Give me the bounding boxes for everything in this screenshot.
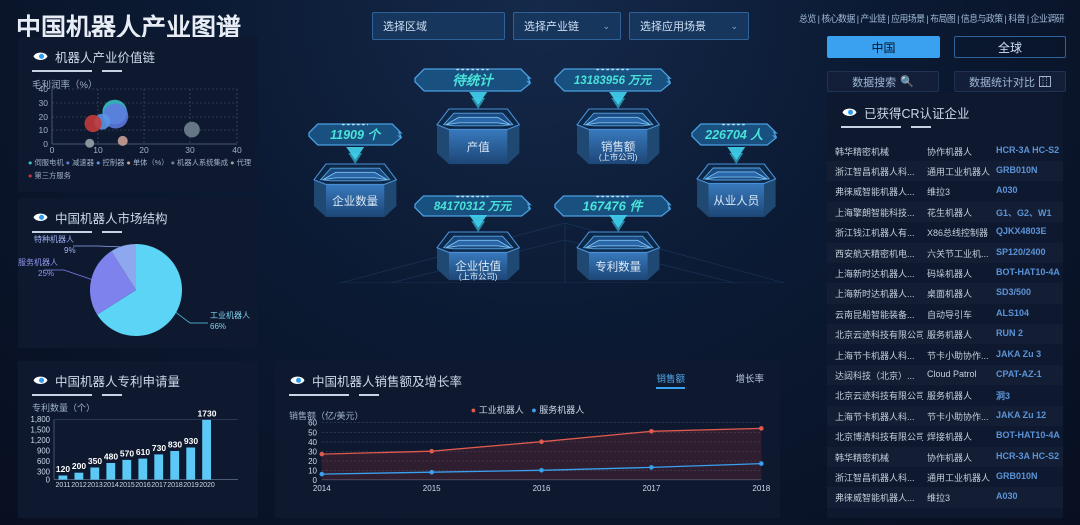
svg-text:570: 570	[120, 449, 134, 459]
svg-text:10: 10	[308, 467, 317, 476]
svg-text:特种机器人: 特种机器人	[34, 234, 74, 244]
svg-text:10: 10	[93, 145, 103, 155]
svg-text:2018: 2018	[752, 484, 770, 493]
svg-text:产值: 产值	[467, 140, 490, 154]
svg-text:1,800: 1,800	[30, 415, 50, 424]
svg-text:13183956 万元: 13183956 万元	[574, 74, 653, 87]
svg-text:900: 900	[37, 447, 51, 456]
svg-text:2017: 2017	[151, 482, 167, 489]
svg-text:600: 600	[37, 457, 51, 466]
svg-text:2014: 2014	[313, 484, 331, 493]
svg-text:40: 40	[308, 438, 317, 447]
svg-text:20: 20	[139, 145, 149, 155]
svg-text:66%: 66%	[210, 322, 226, 331]
svg-text:2017: 2017	[643, 484, 661, 493]
svg-text:工业机器人: 工业机器人	[210, 310, 250, 320]
svg-text:从业人员: 从业人员	[713, 194, 759, 207]
svg-text:2016: 2016	[533, 484, 551, 493]
svg-text:2016: 2016	[135, 482, 151, 489]
svg-text:930: 930	[184, 436, 198, 446]
svg-text:200: 200	[72, 461, 86, 471]
svg-text:730: 730	[152, 443, 166, 453]
svg-text:2011: 2011	[55, 482, 70, 489]
svg-text:2013: 2013	[87, 482, 103, 489]
svg-text:120: 120	[56, 464, 70, 474]
svg-text:30: 30	[185, 145, 195, 155]
svg-text:830: 830	[168, 440, 182, 450]
svg-text:(上市公司): (上市公司)	[459, 272, 498, 282]
svg-text:1730: 1730	[198, 409, 217, 419]
svg-text:9%: 9%	[64, 246, 76, 255]
svg-text:专利数量: 专利数量	[595, 259, 641, 273]
svg-text:1,500: 1,500	[30, 426, 50, 435]
svg-text:0: 0	[43, 139, 48, 149]
svg-text:2012: 2012	[71, 482, 87, 489]
svg-text:11909 个: 11909 个	[330, 128, 381, 142]
svg-text:2014: 2014	[103, 482, 119, 489]
svg-text:60: 60	[308, 419, 317, 428]
svg-text:30: 30	[39, 98, 49, 108]
svg-text:50: 50	[308, 428, 317, 437]
svg-text:2018: 2018	[167, 482, 183, 489]
svg-text:企业数量: 企业数量	[332, 194, 378, 208]
svg-text:30: 30	[308, 448, 317, 457]
svg-text:25%: 25%	[38, 269, 54, 278]
svg-text:2015: 2015	[423, 484, 441, 493]
svg-text:1,200: 1,200	[30, 436, 50, 445]
svg-text:10: 10	[39, 125, 49, 135]
svg-text:(上市公司): (上市公司)	[599, 152, 638, 162]
svg-text:待统计: 待统计	[452, 73, 495, 88]
svg-text:40: 40	[232, 145, 242, 155]
svg-text:2015: 2015	[119, 482, 135, 489]
svg-text:84170312 万元: 84170312 万元	[434, 200, 513, 213]
svg-text:350: 350	[88, 456, 102, 466]
svg-text:20: 20	[39, 112, 49, 122]
svg-text:40: 40	[39, 84, 49, 94]
svg-text:2020: 2020	[199, 482, 215, 489]
svg-text:2019: 2019	[183, 482, 199, 489]
svg-text:480: 480	[104, 452, 118, 462]
svg-text:服务机器人: 服务机器人	[18, 257, 58, 267]
svg-text:0: 0	[50, 145, 55, 155]
svg-text:167476 件: 167476 件	[583, 199, 645, 214]
svg-text:0: 0	[46, 476, 51, 485]
svg-text:610: 610	[136, 447, 150, 457]
svg-text:226704 人: 226704 人	[704, 128, 763, 142]
svg-text:20: 20	[308, 457, 317, 466]
